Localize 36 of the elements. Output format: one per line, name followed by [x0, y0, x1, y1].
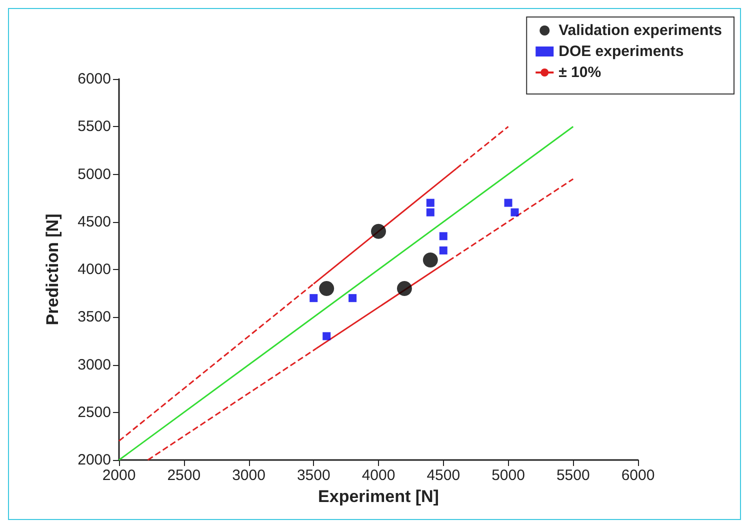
y-tick-label: 3000	[78, 356, 111, 374]
legend-label: Validation experiments	[558, 22, 722, 39]
x-tick-label: 3000	[232, 467, 266, 484]
point	[371, 224, 386, 239]
point	[310, 294, 318, 302]
legend-label: ± 10%	[558, 64, 602, 81]
point	[426, 198, 434, 207]
x-tick-label: 3500	[296, 467, 330, 484]
point	[396, 281, 412, 296]
x-tick-label: 5500	[556, 467, 590, 484]
x-tick-label: 2500	[167, 467, 201, 484]
y-tick-label: 4500	[78, 213, 111, 230]
x-tick-label: 4500	[426, 467, 460, 484]
point	[510, 208, 519, 216]
y-tick-label: 6000	[78, 70, 111, 88]
point	[426, 208, 434, 216]
x-axis-title: Experiment [N]	[318, 486, 439, 506]
y-axis-title: Prediction [N]	[43, 214, 62, 326]
y-tick-label: 2500	[78, 404, 111, 421]
x-tick-label: 6000	[621, 467, 655, 484]
x-tick-label: 4000	[362, 467, 396, 484]
y-tick-label: 5500	[78, 118, 111, 136]
point	[439, 246, 448, 254]
y-tick-label: 3500	[78, 308, 111, 326]
point	[319, 281, 334, 296]
point	[348, 294, 357, 302]
x-tick-label: 2000	[102, 467, 136, 484]
point	[439, 232, 448, 240]
point	[422, 252, 438, 268]
legend-label: DOE experiments	[558, 43, 684, 60]
x-tick-label: 5000	[492, 467, 525, 484]
point	[322, 332, 331, 340]
y-tick-label: 4000	[78, 261, 111, 278]
point	[504, 198, 512, 207]
y-tick-label: 2000	[78, 452, 111, 468]
y-tick-label: 5000	[78, 166, 111, 183]
